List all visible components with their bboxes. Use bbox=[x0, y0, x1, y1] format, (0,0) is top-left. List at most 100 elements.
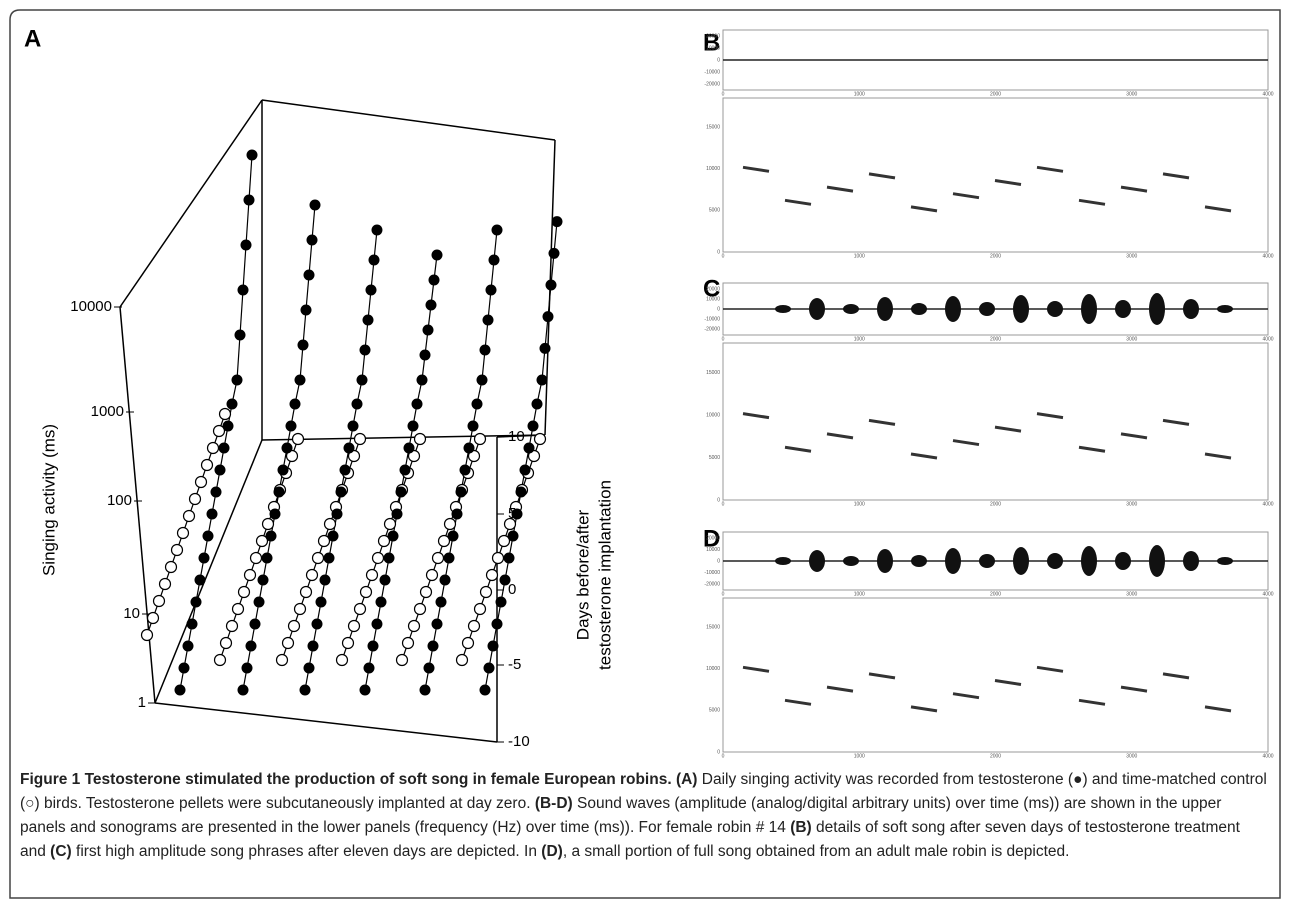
filled-point bbox=[206, 508, 218, 520]
time-tick-label: 0 bbox=[722, 501, 725, 507]
amplitude-tick-label: 0 bbox=[717, 57, 720, 63]
filled-point bbox=[416, 374, 428, 386]
waveform-burst bbox=[1183, 551, 1199, 571]
waveform-burst bbox=[945, 548, 961, 574]
filled-point bbox=[294, 374, 306, 386]
filled-point bbox=[356, 374, 368, 386]
filled-point bbox=[269, 508, 281, 520]
open-point bbox=[261, 517, 275, 531]
caption-ref: (A) bbox=[675, 771, 698, 788]
filled-point bbox=[411, 398, 423, 410]
time-tick-label: 0 bbox=[722, 753, 725, 759]
time-tick-label: 0 bbox=[722, 591, 725, 597]
amplitude-tick-label: 20000 bbox=[706, 286, 720, 292]
sonogram-trace bbox=[1078, 445, 1106, 453]
waveform-burst bbox=[1047, 301, 1063, 317]
open-point bbox=[305, 568, 319, 582]
filled-point bbox=[339, 464, 351, 476]
waveform-burst bbox=[1149, 545, 1165, 577]
filled-point bbox=[245, 640, 257, 652]
open-point bbox=[497, 534, 511, 548]
frequency-tick-label: 0 bbox=[717, 249, 720, 255]
filled-point bbox=[482, 314, 494, 326]
z-tick-label: 10 bbox=[508, 428, 525, 445]
time-tick-label: 2000 bbox=[990, 753, 1001, 759]
frequency-tick-label: 10000 bbox=[706, 666, 720, 672]
filled-point bbox=[431, 618, 443, 630]
sonogram-trace bbox=[952, 439, 980, 447]
filled-point bbox=[359, 344, 371, 356]
frequency-tick-label: 5000 bbox=[709, 455, 720, 461]
open-point bbox=[431, 551, 445, 565]
filled-point bbox=[463, 442, 475, 454]
filled-point bbox=[273, 486, 285, 498]
time-tick-label: 0 bbox=[722, 253, 725, 259]
open-point bbox=[473, 602, 487, 616]
filled-point bbox=[485, 284, 497, 296]
sonogram-trace bbox=[1120, 685, 1148, 693]
filled-point bbox=[427, 640, 439, 652]
amplitude-tick-label: 0 bbox=[717, 558, 720, 564]
sonogram-trace bbox=[826, 432, 854, 440]
filled-point bbox=[277, 464, 289, 476]
y-tick-label: 100 bbox=[107, 492, 132, 509]
filled-point bbox=[419, 349, 431, 361]
sonogram-trace bbox=[742, 412, 770, 420]
filled-point bbox=[536, 374, 548, 386]
filled-point bbox=[243, 194, 255, 206]
open-point bbox=[170, 543, 184, 557]
filled-point bbox=[519, 464, 531, 476]
filled-point bbox=[309, 199, 321, 211]
filled-point bbox=[307, 640, 319, 652]
open-point bbox=[419, 585, 433, 599]
sonogram-trace bbox=[742, 665, 770, 673]
open-point bbox=[479, 585, 493, 599]
filled-point bbox=[240, 239, 252, 251]
filled-point bbox=[194, 574, 206, 586]
waveform-burst bbox=[911, 303, 927, 315]
time-tick-label: 2000 bbox=[990, 501, 1001, 507]
y-tick-label: 1 bbox=[138, 694, 146, 711]
sonogram-trace bbox=[1162, 172, 1190, 180]
sonogram-trace bbox=[826, 185, 854, 193]
filled-point bbox=[323, 552, 335, 564]
amplitude-tick-label: -10000 bbox=[704, 570, 720, 576]
z-axis-label: testosterone implantation bbox=[595, 480, 614, 670]
open-point bbox=[311, 551, 325, 565]
time-tick-label: 4000 bbox=[1262, 591, 1273, 597]
z-tick-label: 0 bbox=[508, 581, 516, 598]
open-point bbox=[353, 602, 367, 616]
sonogram-trace bbox=[1036, 665, 1064, 673]
filled-point bbox=[362, 314, 374, 326]
open-point bbox=[291, 432, 305, 446]
open-point bbox=[413, 602, 427, 616]
frequency-tick-label: 5000 bbox=[709, 208, 720, 214]
open-point bbox=[219, 636, 233, 650]
time-tick-label: 3000 bbox=[1126, 336, 1137, 342]
open-point bbox=[158, 577, 172, 591]
filled-point bbox=[435, 596, 447, 608]
open-point bbox=[407, 449, 421, 463]
open-point bbox=[401, 636, 415, 650]
waveform-burst bbox=[979, 554, 995, 568]
open-point bbox=[164, 560, 178, 574]
frequency-tick-label: 15000 bbox=[706, 370, 720, 376]
z-tick-label: -10 bbox=[508, 733, 530, 750]
sonogram-trace bbox=[1204, 452, 1232, 460]
filled-point bbox=[351, 398, 363, 410]
open-point bbox=[299, 585, 313, 599]
filled-point bbox=[488, 254, 500, 266]
waveform-burst bbox=[945, 296, 961, 322]
z-tick-label: 5 bbox=[508, 505, 516, 522]
open-point bbox=[152, 594, 166, 608]
caption-ref: (B-D) bbox=[534, 795, 573, 812]
sonogram-trace bbox=[910, 452, 938, 460]
filled-point bbox=[539, 342, 551, 354]
filled-point bbox=[214, 464, 226, 476]
sonogram-trace bbox=[1120, 432, 1148, 440]
time-tick-label: 1000 bbox=[854, 336, 865, 342]
open-point bbox=[231, 602, 245, 616]
time-tick-label: 4000 bbox=[1262, 336, 1273, 342]
filled-point bbox=[331, 508, 343, 520]
filled-point bbox=[383, 552, 395, 564]
